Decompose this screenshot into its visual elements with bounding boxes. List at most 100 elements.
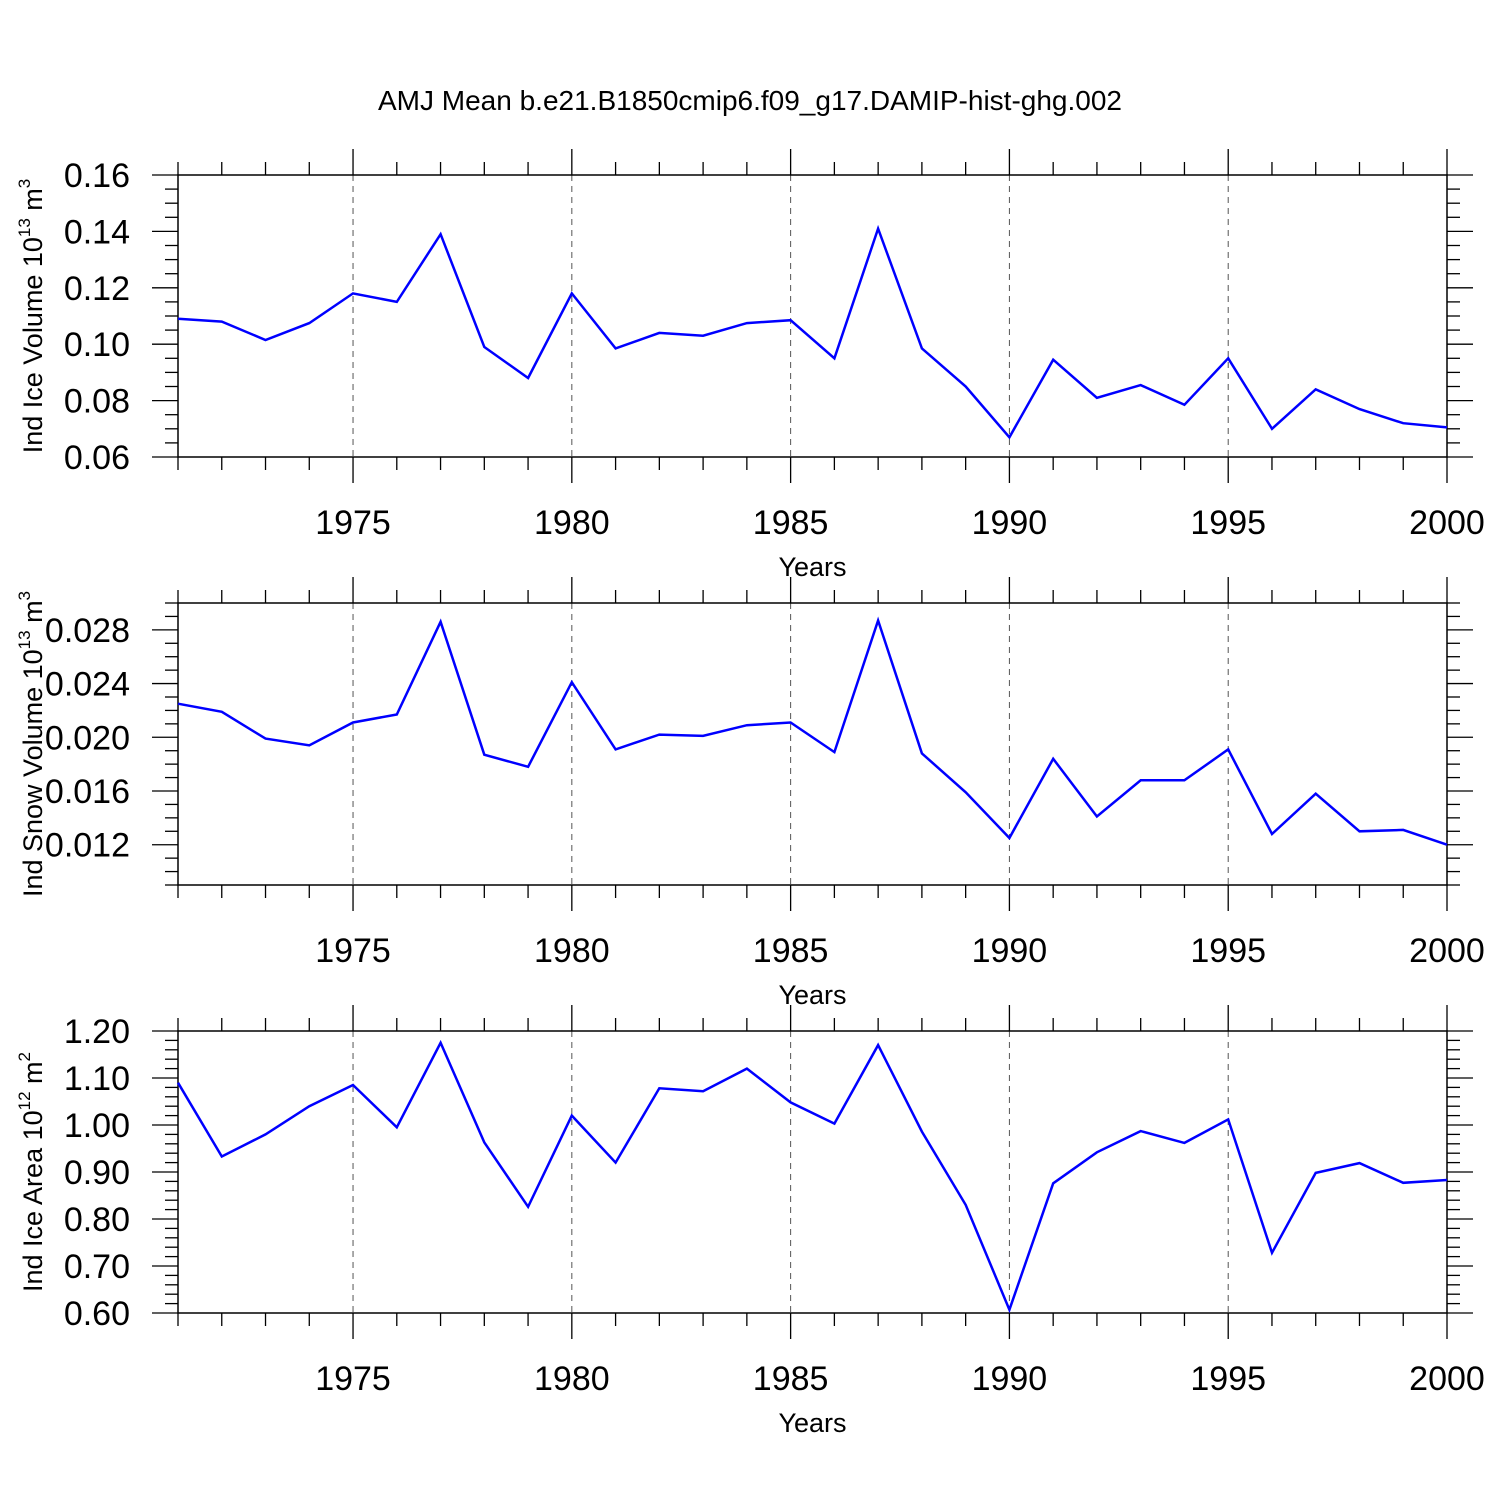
ice-area-data-point (176, 1081, 180, 1085)
ice-area-data-point (789, 1100, 793, 1104)
snow-volume-x-tick-label: 1990 (972, 932, 1048, 970)
ice-area-data-point (1401, 1181, 1405, 1185)
ice-area-data-point (1182, 1141, 1186, 1145)
panel-snow-volume: 0.012 0.016 0.020 0.024 0.028 1975 1980 1985 199… (15, 577, 1485, 1010)
ice-volume-data-point (745, 321, 749, 325)
ice-volume-data-point (657, 331, 661, 335)
snow-volume-y-tick-label: 0.024 (45, 666, 130, 704)
snow-volume-data-point (176, 702, 180, 706)
ice-volume-data-point (832, 356, 836, 360)
snow-volume-data-point (614, 747, 618, 751)
ice-volume-data-point (439, 232, 443, 236)
ice-volume-y-axis-label: Ind Ice Volume 1013 m3 (15, 179, 48, 454)
ice-area-data-point (1357, 1161, 1361, 1165)
snow-volume-data-point (1139, 778, 1143, 782)
ice-volume-data-point (1095, 396, 1099, 400)
ice-area-data-point (1051, 1181, 1055, 1185)
ice-volume-x-tick-label: 1990 (972, 504, 1048, 542)
snow-volume-x-tick-label: 1985 (753, 932, 829, 970)
snow-volume-x-tick-label: 2000 (1409, 932, 1485, 970)
ice-volume-data-point (614, 346, 618, 350)
chart-title: AMJ Mean b.e21.B1850cmip6.f09_g17.DAMIP-… (378, 85, 1122, 116)
snow-volume-data-point (351, 721, 355, 725)
snow-volume-series-line (177, 616, 1448, 846)
ice-area-data-point (614, 1161, 618, 1165)
ice-volume-y-tick-label: 0.10 (64, 326, 130, 364)
ice-volume-data-point (1401, 421, 1405, 425)
ice-volume-data-point (1314, 387, 1318, 391)
snow-volume-data-point (964, 790, 968, 794)
snow-volume-data-point (220, 710, 224, 714)
ice-volume-data-point (1226, 356, 1230, 360)
ice-volume-data-point (876, 227, 880, 231)
snow-volume-y-tick-label: 0.016 (45, 773, 130, 811)
ice-volume-x-tick-label: 1995 (1190, 504, 1266, 542)
ice-area-data-point (264, 1132, 268, 1136)
snow-volume-data-point (701, 734, 705, 738)
snow-volume-x-tick-label: 1995 (1190, 932, 1266, 970)
snow-volume-plot-frame (177, 602, 1448, 886)
snow-volume-data-point (1226, 747, 1230, 751)
snow-volume-y-axis-label: Ind Snow Volume 1013 m3 (15, 591, 48, 897)
snow-volume-data-point (1007, 836, 1011, 840)
ice-area-x-tick-label: 2000 (1409, 1360, 1485, 1398)
snow-volume-data-point (876, 618, 880, 622)
ice-volume-data-point (1270, 427, 1274, 431)
ice-area-data-point (832, 1122, 836, 1126)
ice-area-data-point (1314, 1171, 1318, 1175)
ice-volume-series-line (177, 224, 1448, 440)
ice-area-y-tick-label: 0.90 (64, 1154, 130, 1192)
ice-area-data-point (307, 1104, 311, 1108)
ice-area-data-point (482, 1140, 486, 1144)
ice-volume-x-tick-label: 1975 (315, 504, 391, 542)
ice-area-data-point (439, 1041, 443, 1045)
ice-area-data-point (1445, 1178, 1449, 1182)
snow-volume-data-point (657, 733, 661, 737)
snow-volume-data-point (832, 750, 836, 754)
ice-area-x-tick-label: 1980 (534, 1360, 610, 1398)
ice-volume-data-point (307, 321, 311, 325)
ice-area-y-axis-label: Ind Ice Area 1012 m2 (15, 1052, 48, 1292)
snow-volume-data-point (1182, 778, 1186, 782)
ice-volume-data-point (220, 320, 224, 324)
ice-area-x-tick-label: 1975 (315, 1360, 391, 1398)
ice-volume-y-tick-label: 0.14 (64, 213, 130, 251)
snow-volume-x-tick-label: 1975 (315, 932, 391, 970)
ice-volume-data-point (1007, 435, 1011, 439)
ice-volume-y-tick-label: 0.06 (64, 439, 130, 477)
snow-volume-data-point (920, 751, 924, 755)
snow-volume-y-tick-label: 0.020 (45, 719, 130, 757)
snow-volume-data-point (307, 743, 311, 747)
ice-area-series-line (176, 1039, 1448, 1314)
ice-area-data-point (395, 1125, 399, 1129)
ice-volume-y-tick-label: 0.12 (64, 270, 130, 308)
ice-volume-data-point (789, 318, 793, 322)
ice-volume-y-tick-label: 0.08 (64, 383, 130, 421)
ice-volume-data-point (570, 291, 574, 295)
ice-volume-data-point (264, 338, 268, 342)
ice-area-data-point (570, 1114, 574, 1118)
ice-area-data-point (526, 1205, 530, 1209)
ice-area-data-point (1095, 1150, 1099, 1154)
ice-area-x-tick-label: 1995 (1190, 1360, 1266, 1398)
ice-area-data-point (657, 1086, 661, 1090)
ice-volume-data-point (1051, 358, 1055, 362)
snow-volume-data-point (789, 721, 793, 725)
ice-area-data-point (1270, 1251, 1274, 1255)
ice-volume-data-point (964, 385, 968, 389)
ice-volume-data-point (1139, 383, 1143, 387)
ice-area-data-point (701, 1089, 705, 1093)
ice-volume-data-point (351, 291, 355, 295)
ice-area-data-point (1226, 1117, 1230, 1121)
ice-volume-x-axis-label: Years (778, 552, 846, 582)
ice-area-x-axis-label: Years (778, 1408, 846, 1438)
ice-volume-data-point (482, 345, 486, 349)
ice-area-y-tick-label: 0.70 (64, 1248, 130, 1286)
snow-volume-data-point (526, 765, 530, 769)
ice-volume-data-point (176, 317, 180, 321)
ice-volume-data-point (1182, 403, 1186, 407)
ice-area-x-tick-label: 1985 (753, 1360, 829, 1398)
ice-area-data-point (351, 1083, 355, 1087)
ice-volume-data-point (526, 376, 530, 380)
